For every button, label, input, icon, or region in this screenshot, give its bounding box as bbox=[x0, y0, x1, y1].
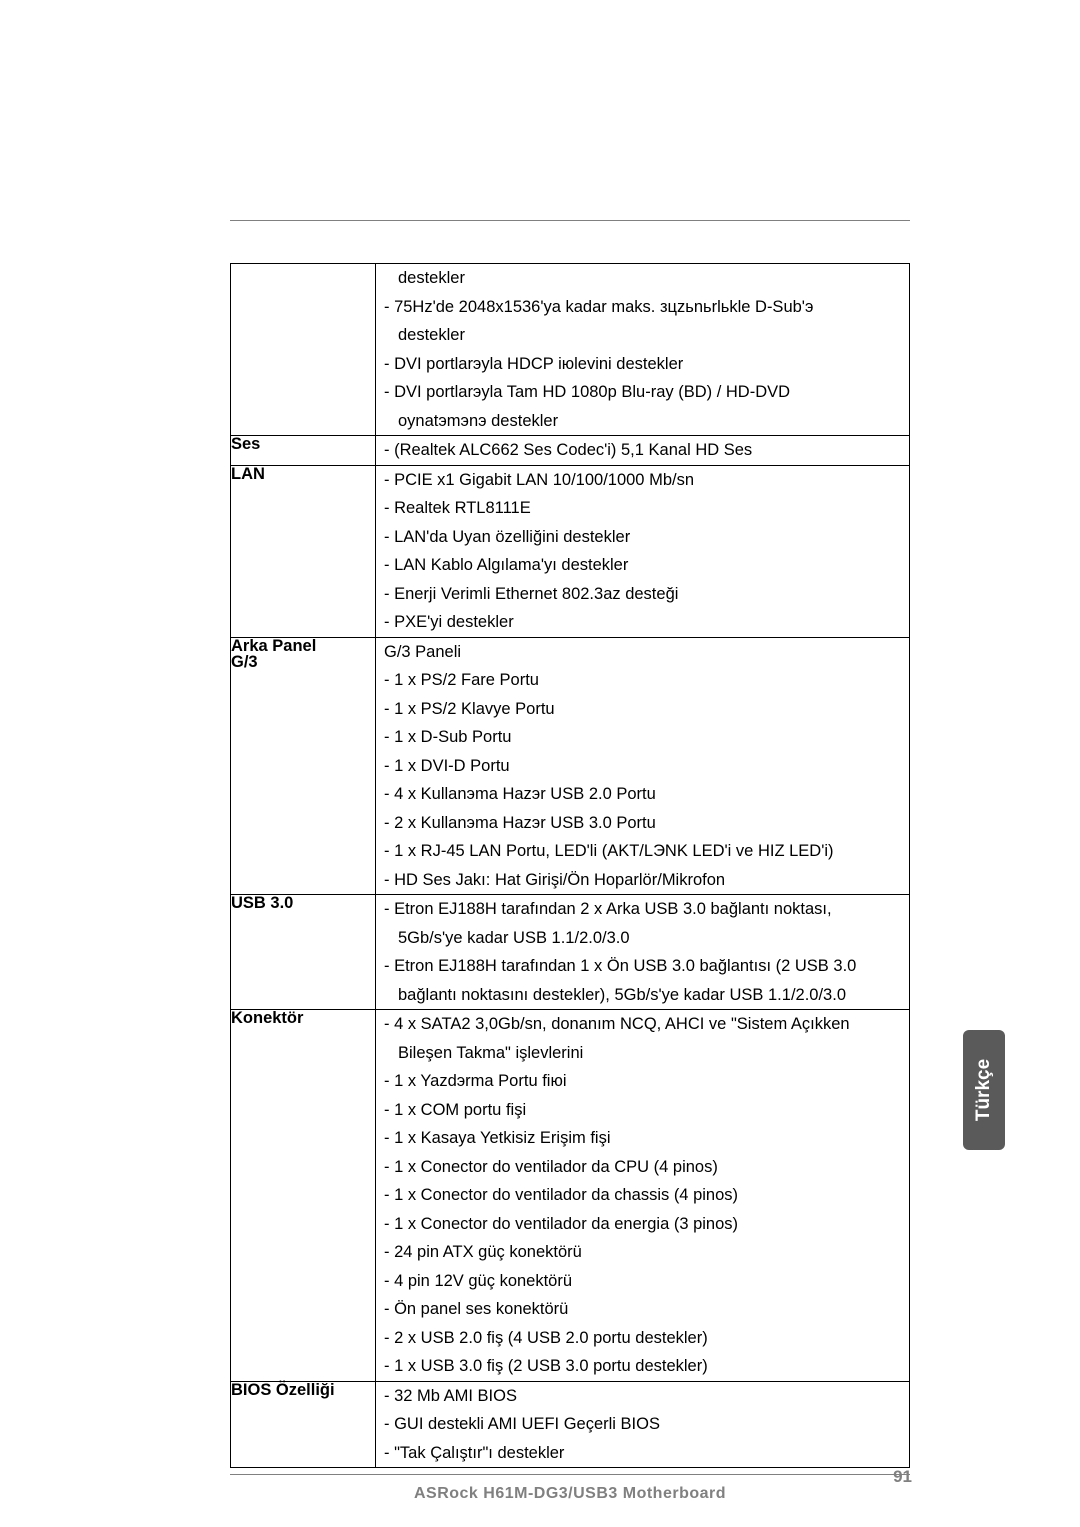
content-line: - 1 x Kasaya Yetkisiz Erişim fişi bbox=[376, 1124, 909, 1153]
footer-area: 91 ASRock H61M-DG3/USB3 Motherboard bbox=[230, 1475, 910, 1503]
row-content: G/3 Paneli- 1 x PS/2 Fare Portu- 1 x PS/… bbox=[376, 637, 910, 895]
page-container: destekler- 75Hz'de 2048x1536'ya kadar ma… bbox=[0, 0, 1080, 1503]
table-row: Konektör- 4 x SATA2 3,0Gb/sn, donanım NC… bbox=[231, 1010, 910, 1382]
row-label: USB 3.0 bbox=[231, 895, 376, 1010]
content-line: - 2 x USB 2.0 fiş (4 USB 2.0 portu deste… bbox=[376, 1324, 909, 1353]
content-line: - Realtek RTL8111E bbox=[376, 494, 909, 523]
row-label bbox=[231, 264, 376, 436]
content-line: - 1 x Yazdэrma Portu fiюi bbox=[376, 1067, 909, 1096]
table-row: Arka PanelG/3G/3 Paneli- 1 x PS/2 Fare P… bbox=[231, 637, 910, 895]
content-line: - 1 x DVI-D Portu bbox=[376, 752, 909, 781]
content-line: - DVI portlarэyla Tam HD 1080p Blu-ray (… bbox=[376, 378, 909, 407]
content-line: - LAN Kablo Algılama'yı destekler bbox=[376, 551, 909, 580]
content-line: - 1 x PS/2 Klavye Portu bbox=[376, 695, 909, 724]
content-line: - (Realtek ALC662 Ses Codec'i) 5,1 Kanal… bbox=[376, 436, 909, 465]
content-line: - "Tak Çalıştır"ı destekler bbox=[376, 1439, 909, 1468]
content-line: bağlantı noktasını destekler), 5Gb/s'ye … bbox=[376, 981, 909, 1010]
language-side-tab: Türkçe bbox=[963, 1030, 1005, 1150]
spec-table: destekler- 75Hz'de 2048x1536'ya kadar ma… bbox=[230, 263, 910, 1468]
content-line: - Etron EJ188H tarafından 1 x Ön USB 3.0… bbox=[376, 952, 909, 981]
content-line: - 4 x SATA2 3,0Gb/sn, donanım NCQ, AHCI … bbox=[376, 1010, 909, 1039]
table-row: destekler- 75Hz'de 2048x1536'ya kadar ma… bbox=[231, 264, 910, 436]
footer-text: ASRock H61M-DG3/USB3 Motherboard bbox=[414, 1485, 726, 1502]
content-line: destekler bbox=[376, 264, 909, 293]
row-content: - (Realtek ALC662 Ses Codec'i) 5,1 Kanal… bbox=[376, 436, 910, 466]
row-content: - Etron EJ188H tarafından 2 x Arka USB 3… bbox=[376, 895, 910, 1010]
row-label: Konektör bbox=[231, 1010, 376, 1382]
content-line: - Etron EJ188H tarafından 2 x Arka USB 3… bbox=[376, 895, 909, 924]
content-line: destekler bbox=[376, 321, 909, 350]
table-row: LAN- PCIE x1 Gigabit LAN 10/100/1000 Mb/… bbox=[231, 465, 910, 637]
table-row: Ses- (Realtek ALC662 Ses Codec'i) 5,1 Ka… bbox=[231, 436, 910, 466]
content-line: - 1 x D-Sub Portu bbox=[376, 723, 909, 752]
content-line: - Ön panel ses konektörü bbox=[376, 1295, 909, 1324]
row-content: - PCIE x1 Gigabit LAN 10/100/1000 Mb/sn-… bbox=[376, 465, 910, 637]
content-line: - 1 x Conector do ventilador da CPU (4 p… bbox=[376, 1153, 909, 1182]
content-line: - 75Hz'de 2048x1536'ya kadar maks. зцzьn… bbox=[376, 293, 909, 322]
row-label: Arka PanelG/3 bbox=[231, 637, 376, 895]
content-line: - 2 x Kullanэma Hazэr USB 3.0 Portu bbox=[376, 809, 909, 838]
row-content: - 32 Mb AMI BIOS- GUI destekli AMI UEFI … bbox=[376, 1381, 910, 1468]
content-line: - 1 x Conector do ventilador da energia … bbox=[376, 1210, 909, 1239]
top-rule bbox=[230, 220, 910, 221]
row-label: BIOS Özelliği bbox=[231, 1381, 376, 1468]
content-line: - 1 x Conector do ventilador da chassis … bbox=[376, 1181, 909, 1210]
content-line: - 1 x USB 3.0 fiş (2 USB 3.0 portu deste… bbox=[376, 1352, 909, 1381]
row-label: LAN bbox=[231, 465, 376, 637]
content-line: - 4 pin 12V güç konektörü bbox=[376, 1267, 909, 1296]
language-side-tab-text: Türkçe bbox=[973, 1059, 995, 1121]
content-line: - 1 x PS/2 Fare Portu bbox=[376, 666, 909, 695]
content-line: 5Gb/s'ye kadar USB 1.1/2.0/3.0 bbox=[376, 924, 909, 953]
row-content: - 4 x SATA2 3,0Gb/sn, donanım NCQ, AHCI … bbox=[376, 1010, 910, 1382]
table-row: BIOS Özelliği- 32 Mb AMI BIOS- GUI deste… bbox=[231, 1381, 910, 1468]
content-line: - 32 Mb AMI BIOS bbox=[376, 1382, 909, 1411]
table-row: USB 3.0- Etron EJ188H tarafından 2 x Ark… bbox=[231, 895, 910, 1010]
content-line: - 1 x RJ-45 LAN Portu, LED'li (AKT/LЭNK … bbox=[376, 837, 909, 866]
content-line: oynatэmэnэ destekler bbox=[376, 407, 909, 436]
content-line: G/3 Paneli bbox=[376, 638, 909, 667]
content-line: - 4 x Kullanэma Hazэr USB 2.0 Portu bbox=[376, 780, 909, 809]
content-line: - DVI portlarэyla HDCP iюlevini destekle… bbox=[376, 350, 909, 379]
row-content: destekler- 75Hz'de 2048x1536'ya kadar ma… bbox=[376, 264, 910, 436]
content-line: - HD Ses Jakı: Hat Girişi/Ön Hoparlör/Mi… bbox=[376, 866, 909, 895]
content-line: - PCIE x1 Gigabit LAN 10/100/1000 Mb/sn bbox=[376, 466, 909, 495]
content-line: - GUI destekli AMI UEFI Geçerli BIOS bbox=[376, 1410, 909, 1439]
page-number: 91 bbox=[893, 1467, 912, 1487]
content-line: - Enerji Verimli Ethernet 802.3az desteğ… bbox=[376, 580, 909, 609]
content-line: - PXE'yi destekler bbox=[376, 608, 909, 637]
content-line: Bileşen Takma" işlevlerini bbox=[376, 1039, 909, 1068]
content-line: - 24 pin ATX güç konektörü bbox=[376, 1238, 909, 1267]
row-label: Ses bbox=[231, 436, 376, 466]
content-line: - 1 x COM portu fişi bbox=[376, 1096, 909, 1125]
content-line: - LAN'da Uyan özelliğini destekler bbox=[376, 523, 909, 552]
